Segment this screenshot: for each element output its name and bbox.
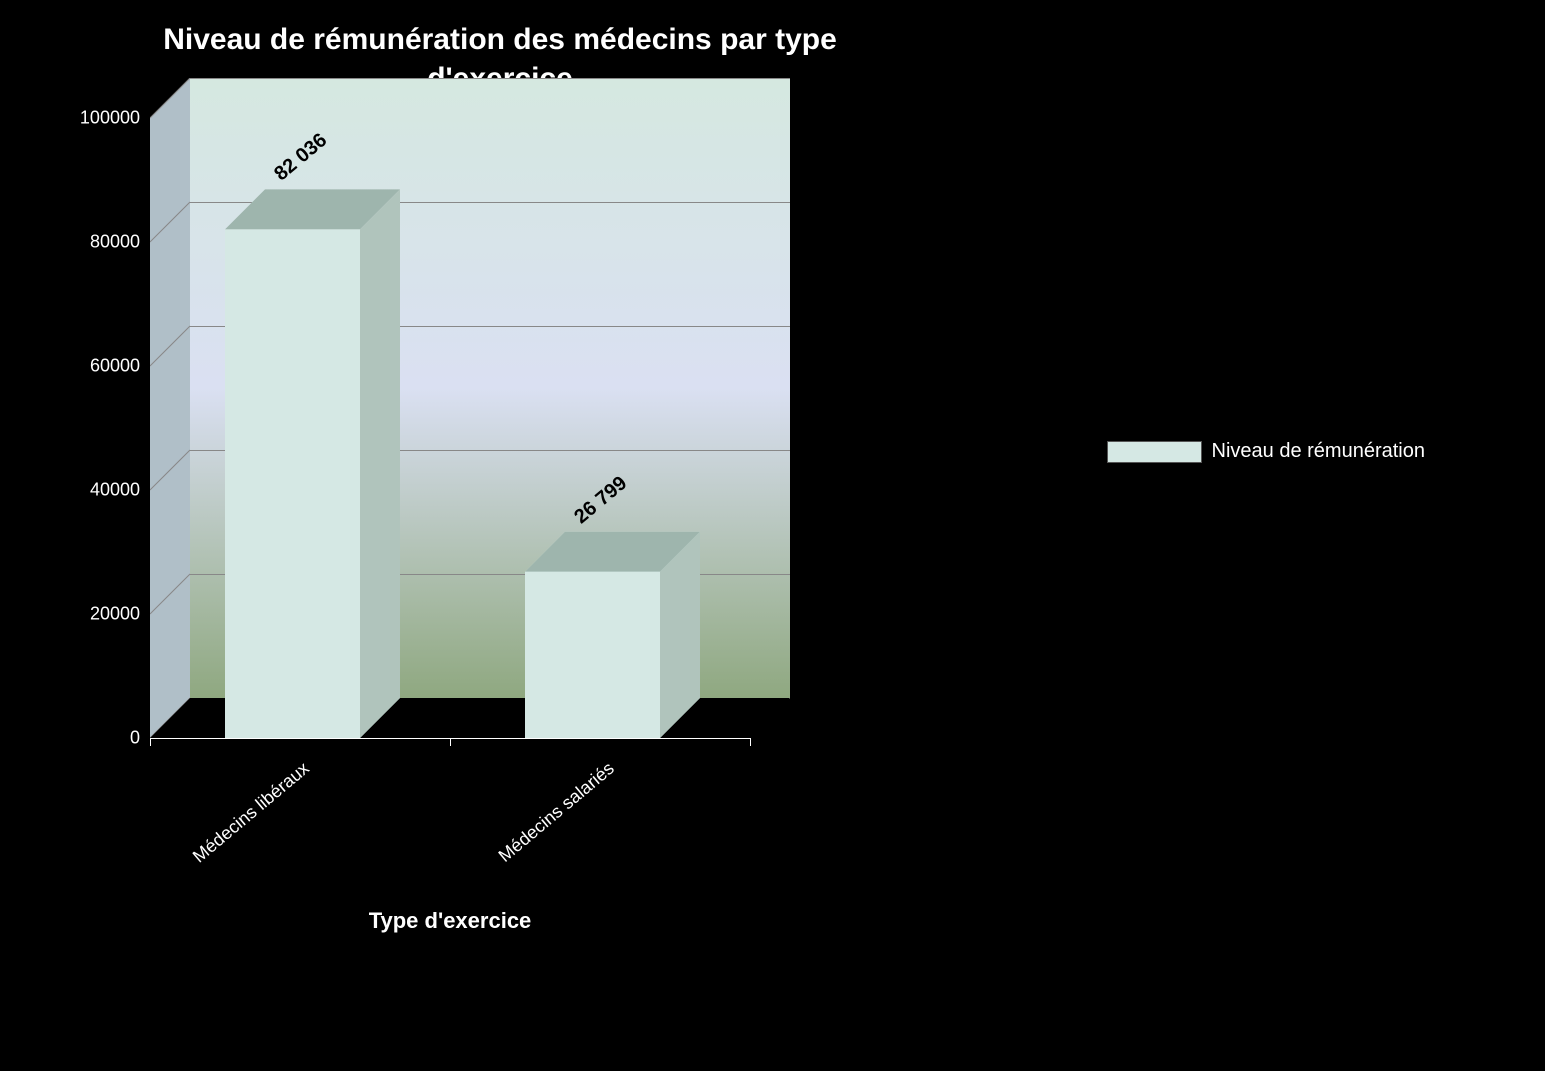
- y-tick-label: 0: [130, 728, 140, 749]
- plot-left-wall: [150, 78, 190, 743]
- chart-area: 100000 80000 60000 40000 20000 0 82 036: [150, 118, 950, 818]
- x-category-label: Médecins libéraux: [177, 758, 313, 877]
- legend: Niveau de rémunération: [1107, 440, 1425, 463]
- y-tick-label: 20000: [90, 604, 140, 625]
- x-tick: [150, 738, 151, 746]
- x-category-label: Médecins salariés: [482, 758, 618, 877]
- y-tick-label: 40000: [90, 480, 140, 501]
- x-tick: [450, 738, 451, 746]
- y-tick-label: 60000: [90, 356, 140, 377]
- chart-container: Niveau de rémunération des médecins par …: [50, 20, 950, 1000]
- x-axis-title: Type d'exercice: [350, 908, 550, 934]
- y-tick-label: 80000: [90, 232, 140, 253]
- legend-label: Niveau de rémunération: [1212, 440, 1425, 463]
- legend-swatch: [1107, 441, 1202, 463]
- y-axis: 100000 80000 60000 40000 20000 0: [50, 118, 150, 738]
- x-tick: [750, 738, 751, 746]
- y-tick-label: 100000: [80, 108, 140, 129]
